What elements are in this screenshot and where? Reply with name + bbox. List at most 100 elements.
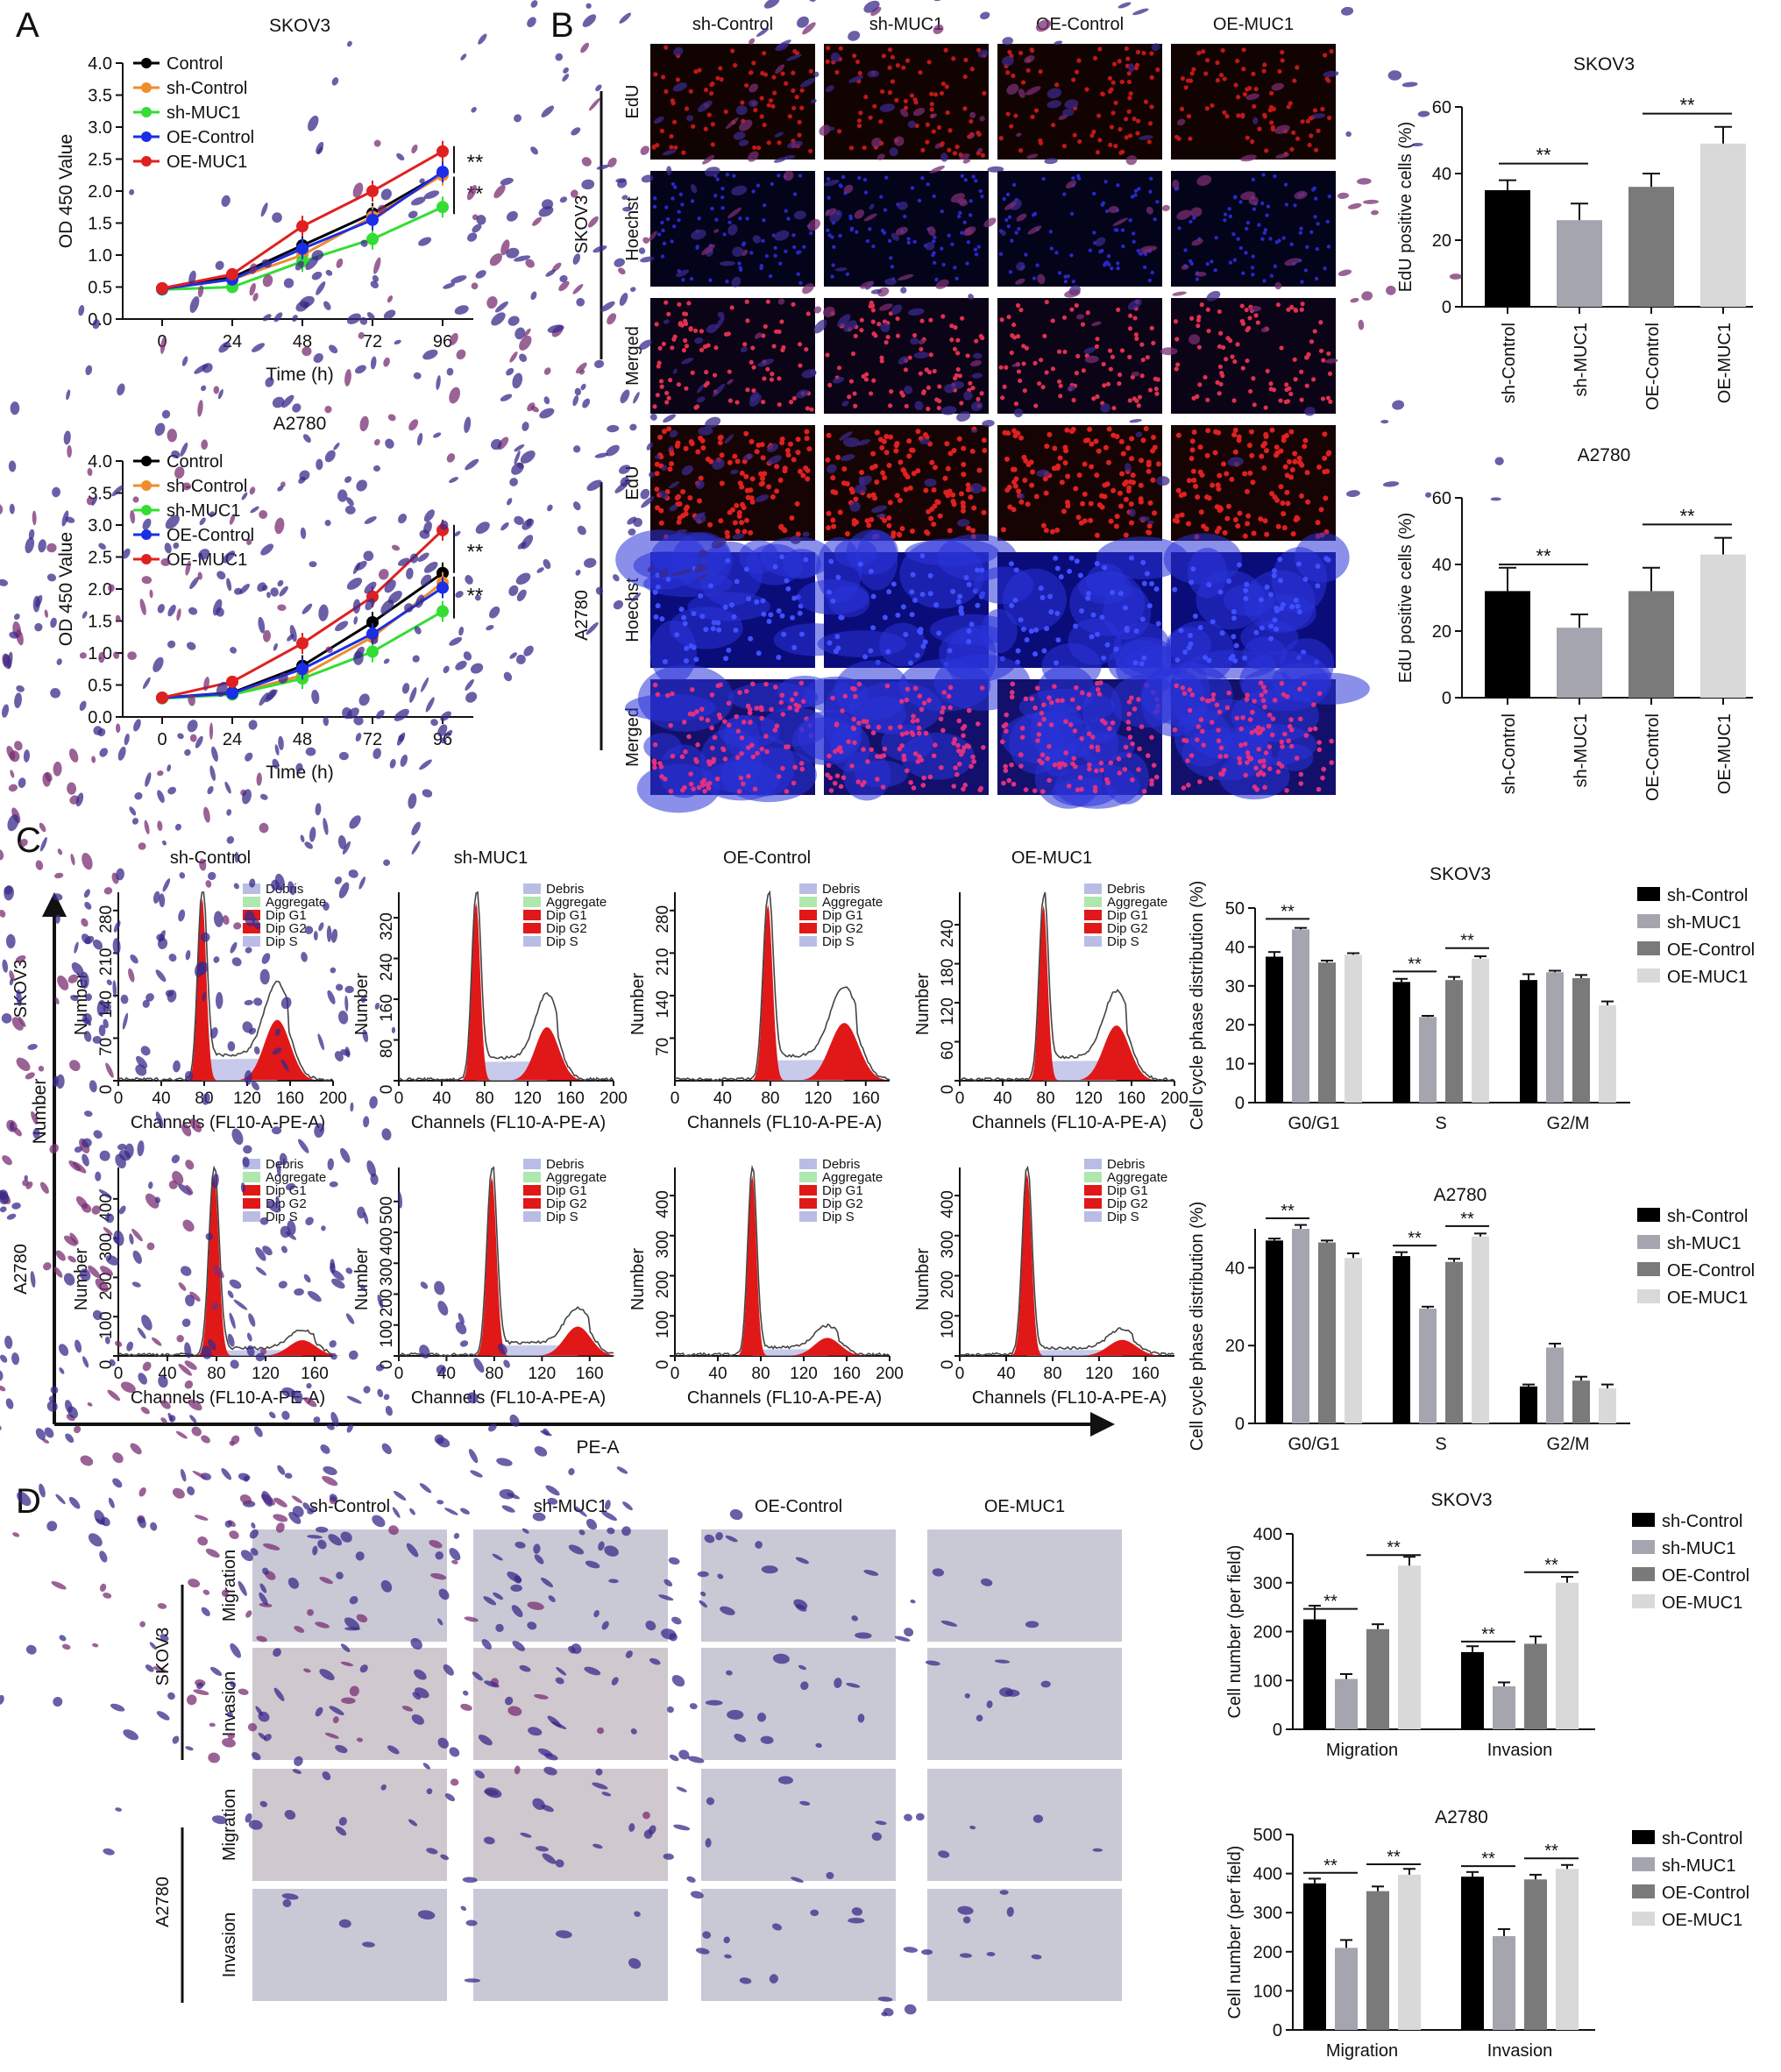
cell-dot	[835, 454, 841, 460]
cell-dot	[1265, 213, 1269, 217]
cell-dot	[739, 470, 745, 476]
cell-dot	[872, 495, 878, 501]
cell-dot	[1030, 469, 1036, 475]
stained-cell	[229, 1312, 236, 1330]
cell-dot	[1279, 680, 1285, 686]
cell-dot	[1262, 704, 1267, 710]
stained-cell	[767, 443, 778, 452]
cell-dot	[887, 65, 892, 70]
cell-dot	[719, 76, 724, 82]
cell-dot	[826, 46, 831, 51]
cell-dot	[981, 744, 986, 750]
cell-dot	[798, 761, 805, 766]
cell-dot	[1048, 722, 1054, 727]
cell-dot	[1261, 465, 1267, 472]
cell-dot	[1013, 567, 1019, 573]
stained-cell	[574, 387, 582, 396]
stained-cell	[99, 1150, 110, 1161]
cell-dot	[1201, 742, 1207, 748]
stained-cell	[577, 525, 586, 536]
bar-OE-Control-Invasion	[1524, 1879, 1547, 2030]
cell-dot	[680, 513, 686, 519]
data-point	[296, 663, 309, 676]
flow-legend-label: Aggregate	[1107, 1170, 1167, 1185]
stained-cell	[230, 647, 238, 654]
stained-cell	[327, 1423, 335, 1430]
cell-dot	[1297, 716, 1303, 722]
stained-cell	[132, 496, 139, 503]
cell-dot	[1074, 371, 1080, 376]
cell-dot	[673, 185, 678, 189]
stained-cell	[582, 14, 597, 27]
cell-dot	[1309, 133, 1314, 138]
bar-sh-Control-G0/G1	[1266, 956, 1283, 1103]
stained-cell	[409, 553, 419, 564]
stained-cell	[509, 478, 518, 486]
x-tick-label: 40	[432, 1089, 451, 1108]
cell-dot	[1225, 336, 1231, 341]
x-tick-label: 80	[1036, 1089, 1054, 1108]
cell-dot	[750, 345, 756, 351]
cell-dot	[1195, 737, 1200, 742]
flow-legend-swatch	[1084, 1159, 1102, 1169]
cell-dot	[925, 139, 930, 145]
y-tick-label: 400	[378, 1227, 396, 1255]
cell-dot	[1283, 182, 1288, 187]
stained-cell	[185, 1160, 195, 1170]
cell-dot	[715, 177, 720, 181]
cell-dot	[798, 680, 805, 686]
stained-cell	[618, 267, 626, 275]
cell-dot	[1094, 472, 1100, 479]
stained-cell	[118, 1205, 126, 1215]
cell-dot	[1303, 733, 1309, 738]
stained-cell	[189, 577, 199, 590]
cell-dot	[698, 593, 704, 599]
x-tick-label: 0	[671, 1365, 680, 1383]
cell-dot	[844, 480, 850, 486]
y-tick-label: 0	[654, 1360, 672, 1370]
x-tick-label: 24	[223, 730, 242, 749]
stained-cell	[167, 604, 176, 617]
stained-cell	[305, 1217, 314, 1226]
cell-dot	[691, 786, 696, 791]
stained-cell	[259, 510, 268, 519]
cell-dot	[903, 214, 907, 219]
stained-cell	[415, 594, 425, 608]
cell-dot	[785, 452, 791, 458]
cell-dot	[1094, 561, 1100, 567]
cell-dot	[1073, 623, 1079, 629]
cell-dot	[1328, 399, 1333, 404]
stained-cell	[419, 1345, 430, 1359]
cell-dot	[761, 611, 767, 617]
stained-cell	[243, 1145, 252, 1154]
cell-dot	[1079, 690, 1085, 696]
cell-dot	[1274, 626, 1280, 632]
legend-swatch	[1637, 1289, 1660, 1303]
cell-dot	[827, 589, 833, 595]
cell-dot	[920, 783, 926, 788]
y-tick-label: 100	[939, 1310, 957, 1338]
stained-cell	[370, 356, 377, 370]
cell-dot	[911, 471, 917, 477]
cell-dot	[830, 274, 834, 279]
cell-dot	[1216, 738, 1222, 744]
cell-dot	[914, 652, 920, 658]
stained-cell	[103, 1593, 112, 1599]
stained-cell	[238, 1472, 251, 1481]
bar-sh-Control-G2/M	[1520, 1386, 1537, 1423]
nucleus-cluster	[636, 763, 720, 813]
cell-dot	[866, 522, 872, 529]
cell-dot	[741, 504, 747, 510]
cell-dot	[1213, 268, 1217, 273]
stained-cell	[338, 1010, 349, 1025]
cell-dot	[998, 365, 1004, 370]
stained-cell	[337, 489, 348, 502]
cell-dot	[1086, 692, 1092, 698]
cell-dot	[848, 145, 855, 151]
stained-cell	[1036, 469, 1050, 478]
cell-dot	[1231, 398, 1237, 403]
panel-label-b: B	[550, 6, 574, 45]
cell-dot	[1010, 681, 1016, 687]
stained-cell	[568, 1544, 585, 1555]
cell-dot	[1124, 628, 1130, 634]
